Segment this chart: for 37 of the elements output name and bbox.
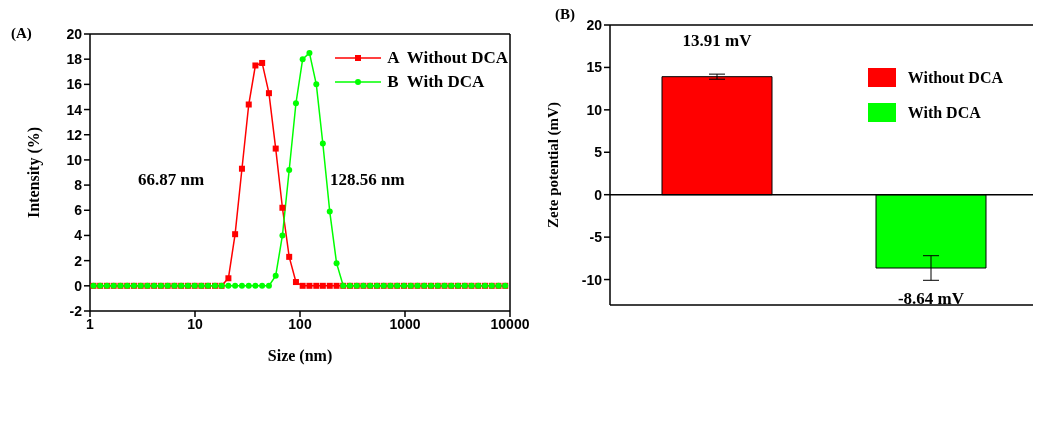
y-tick-label: 15	[586, 59, 603, 76]
y-axis-title: Zete potential (mV)	[545, 102, 563, 228]
y-tick-label: 16	[66, 76, 83, 93]
y-tick-label: 4	[74, 227, 83, 244]
y-tick-label: 10	[66, 151, 83, 168]
y-tick-label: -10	[581, 271, 603, 288]
y-tick-label: 20	[586, 16, 603, 33]
y-tick-label: 0	[74, 277, 83, 294]
y-tick-label: -5	[589, 229, 603, 246]
chart-title: (B)	[555, 6, 575, 23]
x-tick-label: 10	[187, 315, 203, 332]
y-tick-label: 5	[594, 144, 603, 161]
y-tick-label: 10	[586, 101, 603, 118]
data-label: -8.64 mV	[897, 288, 965, 308]
y-tick-label: 20	[66, 25, 83, 42]
legend-label: Without DCA	[907, 68, 1003, 87]
x-axis-title: Size (nm)	[267, 347, 333, 365]
x-tick-label: 10000	[490, 315, 530, 332]
y-tick-label: 8	[74, 177, 83, 194]
y-axis-title: Intensity (%)	[24, 126, 43, 219]
x-tick-label: 1000	[389, 315, 421, 332]
legend-label: A Without DCA	[387, 48, 508, 68]
y-tick-label: 18	[66, 51, 83, 68]
legend-label: B With DCA	[387, 72, 485, 92]
legend-label: With DCA	[907, 103, 981, 122]
y-tick-label: 12	[66, 126, 83, 143]
y-tick-label: 6	[74, 202, 83, 219]
chart-title: (A)	[11, 25, 32, 42]
y-tick-label: 14	[66, 101, 83, 118]
annotation: 128.56 nm	[330, 170, 405, 190]
annotation: 66.87 nm	[138, 170, 205, 190]
x-tick-label: 1	[86, 315, 95, 332]
data-label: 13.91 mV	[682, 30, 753, 50]
y-tick-label: 0	[594, 186, 603, 203]
y-tick-label: 2	[74, 252, 83, 269]
x-tick-label: 100	[288, 315, 312, 332]
y-tick-label: -2	[69, 302, 83, 319]
